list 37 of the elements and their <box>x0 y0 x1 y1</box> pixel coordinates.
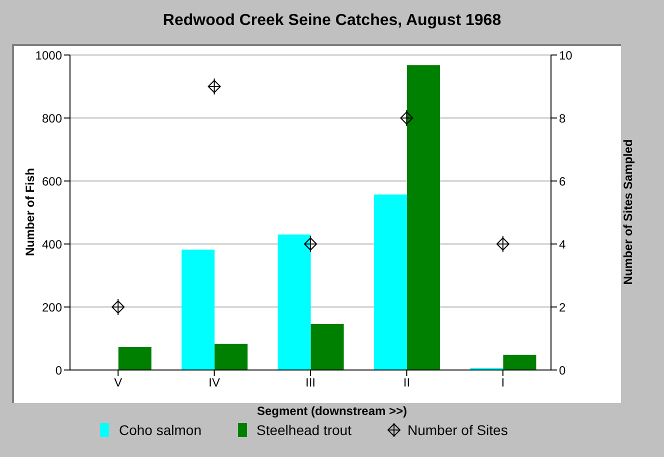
point <box>112 298 125 316</box>
x-tick-label: IV <box>208 376 220 390</box>
legend-label: Steelhead trout <box>256 422 352 438</box>
y2-tick-label: 10 <box>559 48 573 62</box>
x-axis-title: Segment (downstream >>) <box>256 404 408 418</box>
chart-title: Redwood Creek Seine Catches, August 1968 <box>162 12 502 30</box>
x-tick-label: I <box>501 376 505 390</box>
point <box>400 110 414 126</box>
bar <box>278 234 311 370</box>
bar <box>503 354 536 370</box>
y2-tick-label: 6 <box>559 174 566 188</box>
x-tick-label: III <box>305 376 316 390</box>
point <box>208 78 221 95</box>
point <box>304 236 317 252</box>
y2-tick-label: 2 <box>559 300 566 314</box>
bar <box>374 194 407 370</box>
y2-tick-label: 0 <box>559 363 566 378</box>
y-axis-title: Number of Fish <box>23 168 37 256</box>
legend-label: Number of Sites <box>407 422 508 438</box>
y2-tick-label: 8 <box>559 111 566 126</box>
bar <box>118 347 152 370</box>
y-tick-label: 200 <box>42 300 62 314</box>
bar <box>214 344 248 370</box>
point <box>496 236 510 252</box>
legend-label: Coho salmon <box>119 422 202 438</box>
y-tick-label: 0 <box>55 363 62 378</box>
y-tick-label: 1000 <box>35 48 62 62</box>
y2-tick-label: 4 <box>559 237 566 252</box>
y-tick-label: 600 <box>42 174 62 188</box>
y2-axis-title: Number of Sites Sampled <box>621 139 635 285</box>
y-tick-label: 400 <box>42 237 62 252</box>
bar <box>406 65 440 370</box>
bar <box>310 324 344 370</box>
bar <box>182 250 215 370</box>
x-tick-label: II <box>403 376 410 390</box>
x-tick-label: V <box>114 376 122 390</box>
y-tick-label: 800 <box>42 111 62 126</box>
